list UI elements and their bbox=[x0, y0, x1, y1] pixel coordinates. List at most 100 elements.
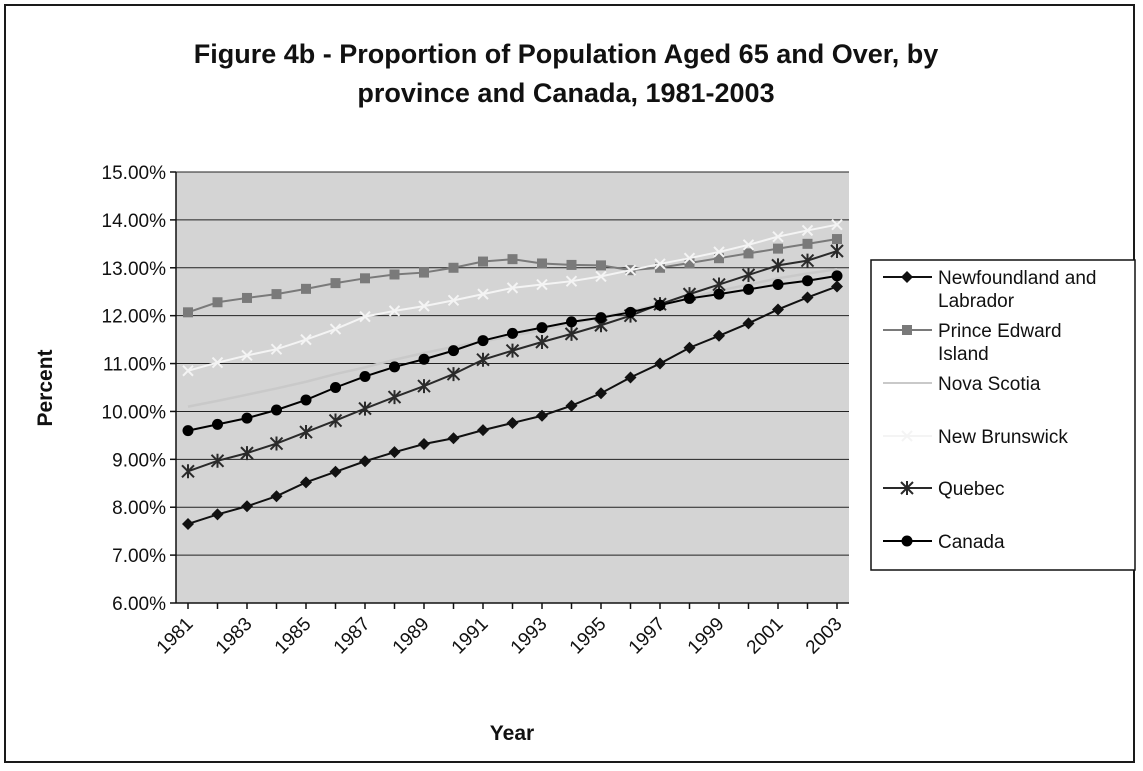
data-point bbox=[476, 352, 490, 367]
data-point bbox=[300, 333, 312, 346]
data-point bbox=[301, 283, 311, 294]
data-point bbox=[388, 305, 401, 317]
x-tick-label: 1989 bbox=[389, 614, 434, 659]
data-point bbox=[328, 413, 343, 428]
data-point bbox=[831, 280, 843, 293]
data-point bbox=[565, 399, 578, 412]
legend-label: Labrador bbox=[938, 291, 1015, 312]
data-point bbox=[801, 291, 814, 304]
data-point bbox=[684, 257, 695, 268]
series-4 bbox=[181, 244, 844, 479]
data-point bbox=[446, 367, 461, 382]
data-point bbox=[210, 453, 225, 468]
x-tick-label: 1981 bbox=[153, 614, 198, 659]
data-point bbox=[625, 306, 636, 318]
y-tick-label: 11.00% bbox=[103, 355, 166, 376]
data-point bbox=[654, 258, 666, 270]
data-point bbox=[359, 370, 371, 382]
series-0 bbox=[182, 280, 843, 530]
data-point bbox=[506, 416, 519, 429]
y-tick-label: 8.00% bbox=[112, 498, 166, 519]
data-point bbox=[566, 316, 577, 328]
data-point bbox=[743, 248, 754, 259]
legend-swatch-marker bbox=[902, 325, 912, 335]
data-point bbox=[713, 288, 725, 300]
data-point bbox=[271, 404, 282, 416]
data-point bbox=[212, 297, 223, 308]
data-point bbox=[241, 349, 253, 362]
data-point bbox=[831, 270, 843, 282]
y-axis-ticks: 6.00% 7.00% 8.00% 9.00% 10.00% 11.00% 12.00% 13… bbox=[102, 163, 176, 615]
data-point bbox=[183, 307, 193, 318]
y-tick-label: 15.00% bbox=[102, 163, 167, 184]
data-point bbox=[182, 425, 194, 437]
data-point bbox=[654, 357, 666, 370]
series-lines bbox=[181, 218, 844, 530]
data-point bbox=[477, 335, 489, 347]
data-point bbox=[270, 490, 283, 503]
y-tick-label: 12.00% bbox=[102, 307, 167, 328]
legend-entry-3: New Brunswick bbox=[883, 427, 1068, 448]
y-tick-label: 13.00% bbox=[102, 259, 167, 280]
data-point bbox=[211, 356, 224, 369]
data-point bbox=[830, 244, 844, 259]
data-point bbox=[654, 299, 666, 311]
legend-entry-4: Quebec bbox=[883, 479, 1005, 500]
data-point bbox=[713, 329, 725, 342]
x-axis-ticks: 1981 1983 1985 1987 1989 1991 1993 1995 1997 1999… bbox=[153, 603, 847, 658]
data-point bbox=[537, 258, 547, 269]
x-axis-title: Year bbox=[490, 722, 534, 745]
series-5 bbox=[182, 270, 843, 437]
data-point bbox=[388, 446, 401, 459]
data-point bbox=[212, 418, 223, 430]
y-tick-label: 14.00% bbox=[102, 211, 167, 232]
data-point bbox=[418, 300, 430, 312]
data-point bbox=[772, 279, 784, 291]
data-point bbox=[566, 259, 577, 270]
data-point bbox=[655, 262, 665, 273]
data-point bbox=[448, 345, 459, 357]
data-point bbox=[595, 387, 607, 400]
data-point bbox=[271, 289, 282, 300]
data-point bbox=[596, 260, 606, 271]
x-tick-label: 1983 bbox=[212, 614, 257, 659]
data-point bbox=[772, 303, 784, 316]
chart-title: Figure 4b - Proportion of Population Age… bbox=[194, 39, 939, 108]
data-point bbox=[240, 446, 254, 461]
x-tick-label: 1999 bbox=[684, 614, 729, 659]
data-point bbox=[771, 258, 785, 273]
x-tick-label: 1997 bbox=[625, 614, 670, 659]
data-point bbox=[714, 253, 724, 264]
y-tick-label: 7.00% bbox=[112, 546, 166, 567]
plot-area bbox=[176, 172, 849, 603]
chart-title-line-2: province and Canada, 1981-2003 bbox=[357, 78, 774, 108]
x-tick-label: 1985 bbox=[271, 614, 316, 659]
data-point bbox=[448, 262, 459, 273]
x-tick-label: 1993 bbox=[507, 614, 552, 659]
data-point bbox=[802, 238, 813, 249]
data-point bbox=[181, 464, 195, 479]
data-point bbox=[359, 455, 371, 468]
data-point bbox=[741, 267, 756, 282]
data-point bbox=[536, 278, 548, 291]
legend-label: Prince Edward bbox=[938, 321, 1062, 342]
data-point bbox=[270, 343, 283, 355]
data-point bbox=[329, 465, 342, 478]
data-point bbox=[477, 288, 489, 300]
data-point bbox=[417, 379, 431, 394]
data-point bbox=[832, 234, 842, 245]
data-point bbox=[182, 517, 194, 530]
data-point bbox=[389, 269, 400, 280]
data-point bbox=[389, 361, 400, 373]
data-point bbox=[684, 292, 695, 304]
data-point bbox=[182, 365, 194, 377]
data-point bbox=[624, 371, 637, 384]
data-point bbox=[300, 476, 312, 489]
data-point bbox=[800, 253, 815, 268]
data-point bbox=[536, 322, 548, 334]
data-point bbox=[772, 230, 784, 243]
data-point bbox=[478, 256, 488, 267]
data-point bbox=[536, 409, 548, 422]
